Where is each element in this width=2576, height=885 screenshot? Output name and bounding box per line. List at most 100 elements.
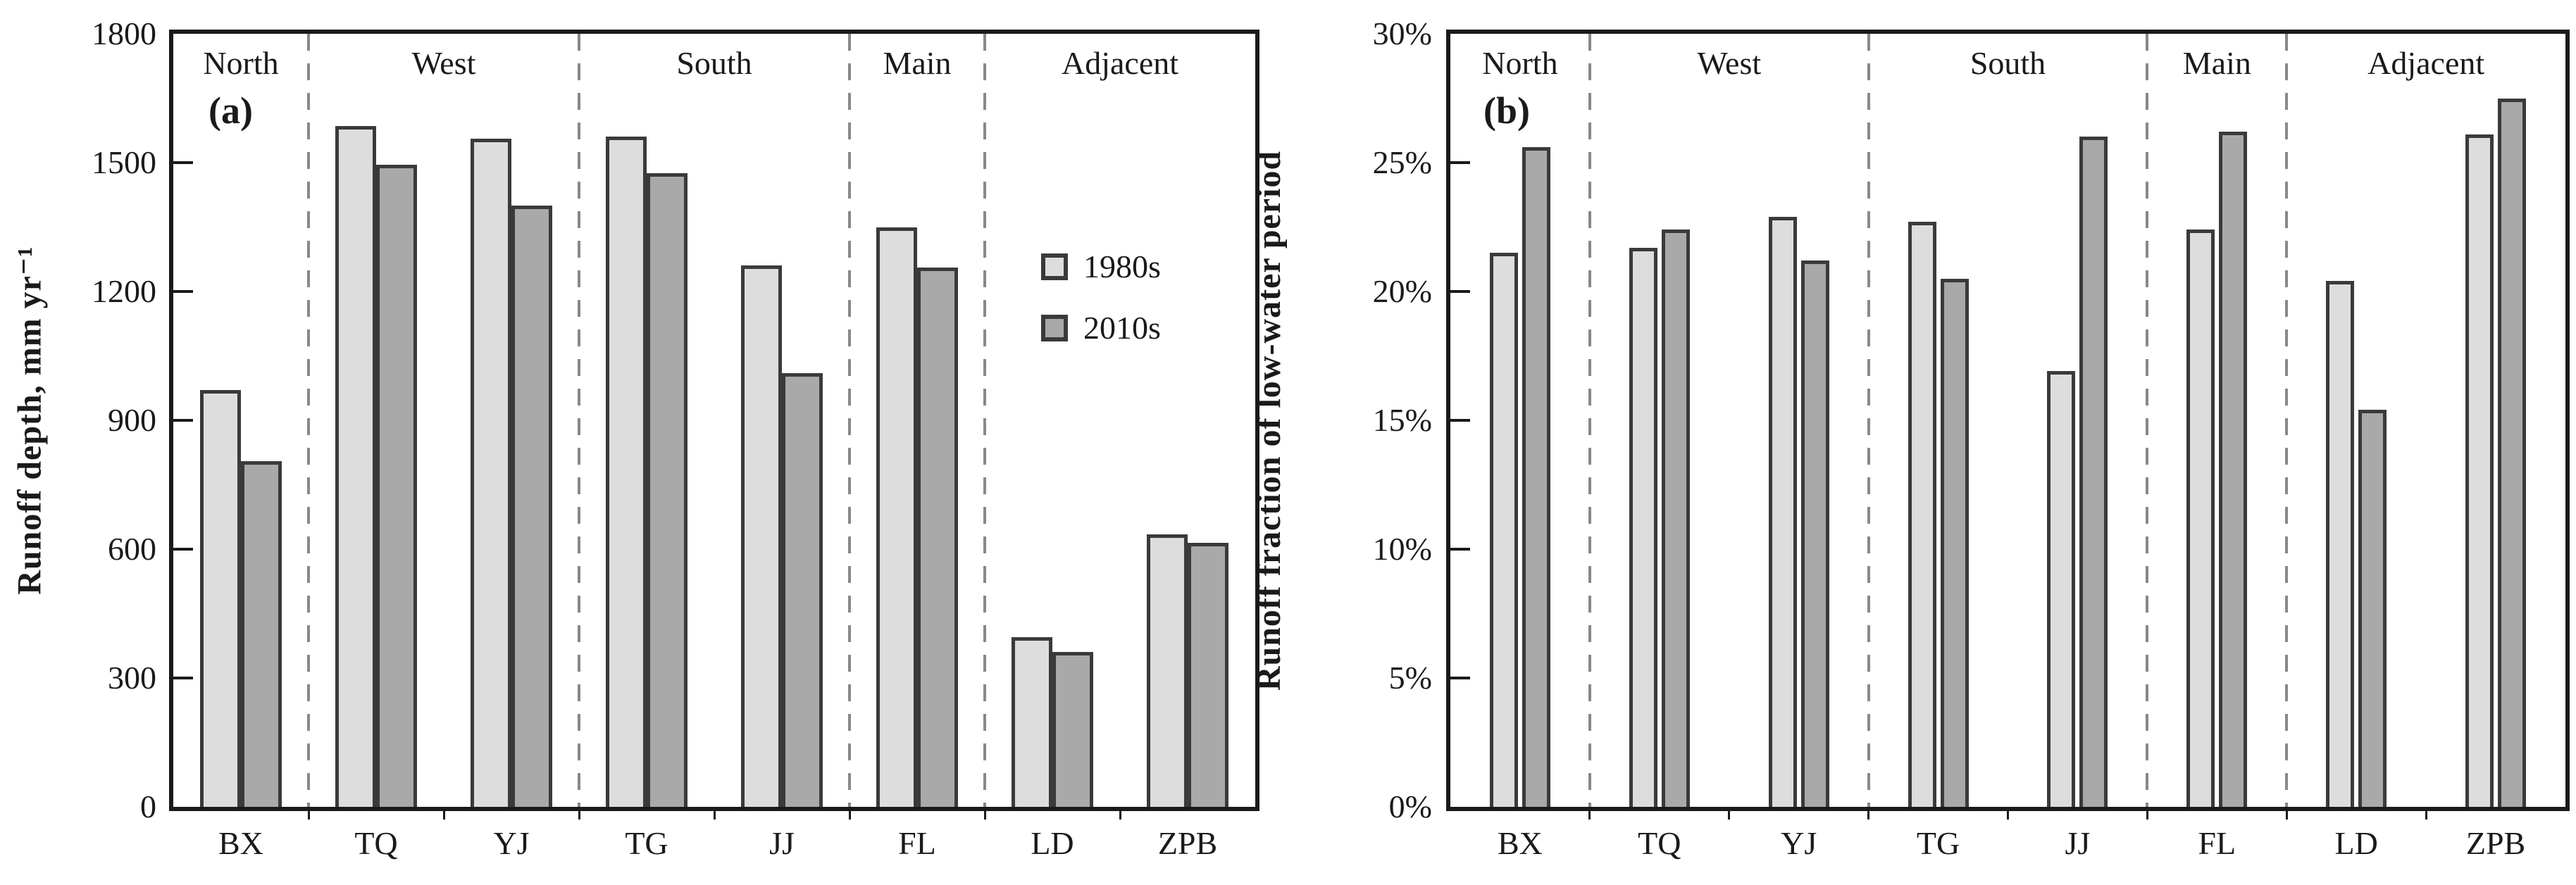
y-axis-tick-label: 900 xyxy=(108,402,156,438)
y-axis-tick xyxy=(173,290,193,293)
region-label-west: West xyxy=(1697,45,1762,81)
legend: 1980s 2010s xyxy=(1041,248,1161,346)
region-label-adjacent: Adjacent xyxy=(1061,45,1179,81)
bar-yj-1980s xyxy=(1768,216,1797,807)
x-axis-label-bx: BX xyxy=(1497,825,1543,861)
x-axis-boundary-tick xyxy=(1588,807,1591,820)
x-axis-boundary-tick xyxy=(307,807,310,820)
bar-ld-2010s xyxy=(1052,652,1093,807)
bar-jj-2010s xyxy=(2079,137,2108,807)
bar-bx-2010s xyxy=(241,460,282,807)
region-label-north: North xyxy=(1482,45,1558,81)
bar-ld-1980s xyxy=(2326,281,2355,807)
x-axis-boundary-tick xyxy=(2007,807,2009,820)
bar-tq-1980s xyxy=(335,126,376,807)
region-label-main: Main xyxy=(883,45,952,81)
panel-label-a: (a) xyxy=(209,89,253,132)
legend-swatch-1980s xyxy=(1041,253,1068,280)
bar-fl-1980s xyxy=(2186,230,2215,807)
bar-yj-2010s xyxy=(1800,261,1829,807)
x-axis-boundary-tick xyxy=(848,807,851,820)
legend-row-2010s: 2010s xyxy=(1041,309,1161,346)
y-axis-title-wrap-a: Runoff depth, mm yr⁻¹ xyxy=(0,30,59,811)
bar-jj-1980s xyxy=(2047,371,2076,807)
x-axis-boundary-tick xyxy=(1867,807,1870,820)
y-axis-tick xyxy=(1450,161,1470,164)
x-axis-labels-a: BX TQ YJ TG JJ FL LD ZPB xyxy=(173,824,1255,866)
legend-label-2010s: 2010s xyxy=(1083,310,1161,346)
y-axis-tick-label: 5% xyxy=(1388,660,1432,696)
y-axis-tick-label: 0% xyxy=(1388,789,1432,824)
y-axis-tick xyxy=(1450,548,1470,551)
y-axis-title-wrap-b: Runoff fraction of low-water period xyxy=(1240,30,1299,811)
bar-fl-2010s xyxy=(917,268,958,807)
x-axis-label-fl: FL xyxy=(2198,825,2236,861)
y-axis-tick-label: 600 xyxy=(108,531,156,567)
y-axis-tick xyxy=(173,677,193,679)
x-axis-label-tg: TG xyxy=(625,825,668,861)
y-axis-tick-label: 25% xyxy=(1372,144,1432,180)
x-axis-label-ld: LD xyxy=(1031,825,1074,861)
y-axis-tick-label: 300 xyxy=(108,660,156,696)
region-label-west: West xyxy=(411,45,476,81)
bar-bx-1980s xyxy=(1489,253,1518,807)
region-separator xyxy=(578,34,580,807)
y-axis-tick xyxy=(1450,290,1470,293)
bar-tq-2010s xyxy=(376,165,417,807)
x-axis-boundary-tick xyxy=(442,807,445,820)
region-label-south: South xyxy=(676,45,752,81)
plot-area-b: North West South Main Adjacent xyxy=(1446,30,2570,820)
x-axis-boundary-tick xyxy=(2425,807,2427,820)
y-axis-tick xyxy=(173,419,193,422)
x-axis-label-tq: TQ xyxy=(354,825,398,861)
bar-ld-2010s xyxy=(2358,410,2387,807)
bar-tq-1980s xyxy=(1629,247,1657,807)
region-separator xyxy=(1867,34,1870,807)
bar-ld-1980s xyxy=(1012,637,1052,807)
plot-area-a: North West South Main Adjacent xyxy=(169,30,1259,820)
bar-yj-1980s xyxy=(471,139,511,807)
x-axis-label-yj: YJ xyxy=(493,825,530,861)
bar-zpb-1980s xyxy=(1147,534,1188,807)
bar-zpb-2010s xyxy=(2498,98,2527,807)
y-axis-title-a: Runoff depth, mm yr⁻¹ xyxy=(11,246,49,595)
y-axis-tick xyxy=(173,161,193,164)
bar-tq-2010s xyxy=(1661,230,1690,807)
bar-jj-2010s xyxy=(782,372,823,807)
bar-fl-1980s xyxy=(876,227,917,807)
region-separator xyxy=(1588,34,1591,807)
region-separator xyxy=(983,34,986,807)
region-label-adjacent: Adjacent xyxy=(2367,45,2485,81)
y-axis-tick xyxy=(1450,419,1470,422)
legend-row-1980s: 1980s xyxy=(1041,248,1161,285)
x-axis-boundary-tick xyxy=(1119,807,1121,820)
bar-tg-2010s xyxy=(647,173,687,807)
x-axis-label-fl: FL xyxy=(898,825,936,861)
y-axis-tick-label: 1500 xyxy=(92,144,156,180)
y-axis-tick-label: 1200 xyxy=(92,273,156,309)
x-axis-label-jj: JJ xyxy=(2065,825,2091,861)
region-separator xyxy=(307,34,310,807)
x-axis-label-tq: TQ xyxy=(1638,825,1681,861)
bar-tg-1980s xyxy=(606,137,647,807)
bar-bx-1980s xyxy=(200,390,241,807)
region-separator xyxy=(848,34,851,807)
x-axis-boundary-tick xyxy=(2146,807,2148,820)
y-axis-tick-label: 20% xyxy=(1372,273,1432,309)
y-axis-tick-labels-a: 0 300 600 900 1200 1500 1800 xyxy=(55,15,156,824)
x-axis-labels-b: BX TQ YJ TG JJ FL LD ZPB xyxy=(1450,824,2565,866)
y-axis-tick-label: 1800 xyxy=(92,15,156,51)
x-axis-label-zpb: ZPB xyxy=(1157,825,1218,861)
x-axis-label-yj: YJ xyxy=(1781,825,1817,861)
y-axis-tick-label: 10% xyxy=(1372,531,1432,567)
region-separator xyxy=(2285,34,2289,807)
bar-zpb-1980s xyxy=(2465,134,2494,807)
x-axis-label-bx: BX xyxy=(218,825,263,861)
y-axis-tick-labels-b: 0% 5% 10% 15% 20% 25% 30% xyxy=(1331,15,1432,824)
y-axis-tick-label: 15% xyxy=(1372,402,1432,438)
x-axis-label-zpb: ZPB xyxy=(2465,825,2526,861)
bar-zpb-2010s xyxy=(1188,542,1228,807)
bar-fl-2010s xyxy=(2219,132,2248,807)
